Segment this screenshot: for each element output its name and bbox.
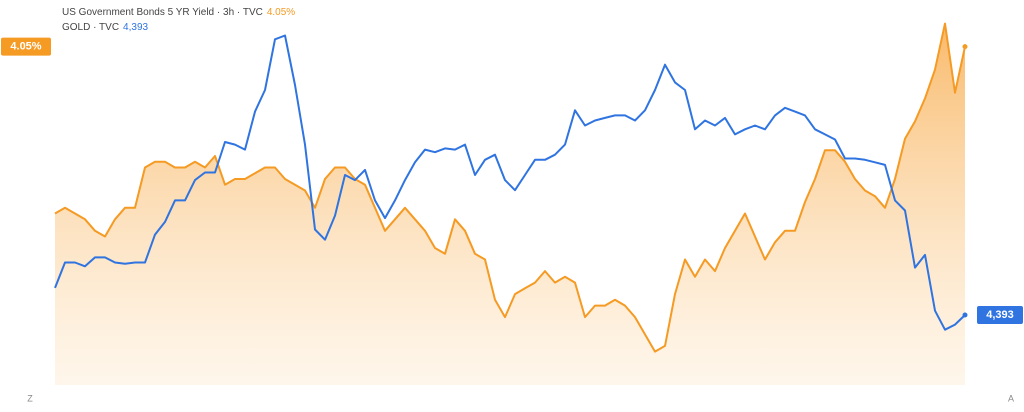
scale-button[interactable]: A xyxy=(1008,393,1014,403)
legend-value: 4,393 xyxy=(123,22,148,33)
last-point xyxy=(962,44,968,50)
series-line xyxy=(54,22,966,353)
scale-button[interactable]: Z xyxy=(27,393,33,403)
last-value-badge xyxy=(1,37,51,56)
area-fill xyxy=(55,23,965,385)
last-point xyxy=(962,312,968,318)
legend-value: 4.05% xyxy=(267,7,295,18)
legend-name: GOLD · TVC xyxy=(62,22,119,33)
last-value-label: 4.05% xyxy=(10,41,41,53)
legend-entry: GOLD · TVC 4,393 xyxy=(62,22,149,33)
legend-entry: US Government Bonds 5 YR Yield · 3h · TV… xyxy=(62,7,295,18)
last-value-badge xyxy=(977,306,1023,324)
last-value-label: 4,393 xyxy=(986,309,1014,321)
series-line xyxy=(54,34,966,331)
legend-name: US Government Bonds 5 YR Yield · 3h · TV… xyxy=(62,7,263,18)
